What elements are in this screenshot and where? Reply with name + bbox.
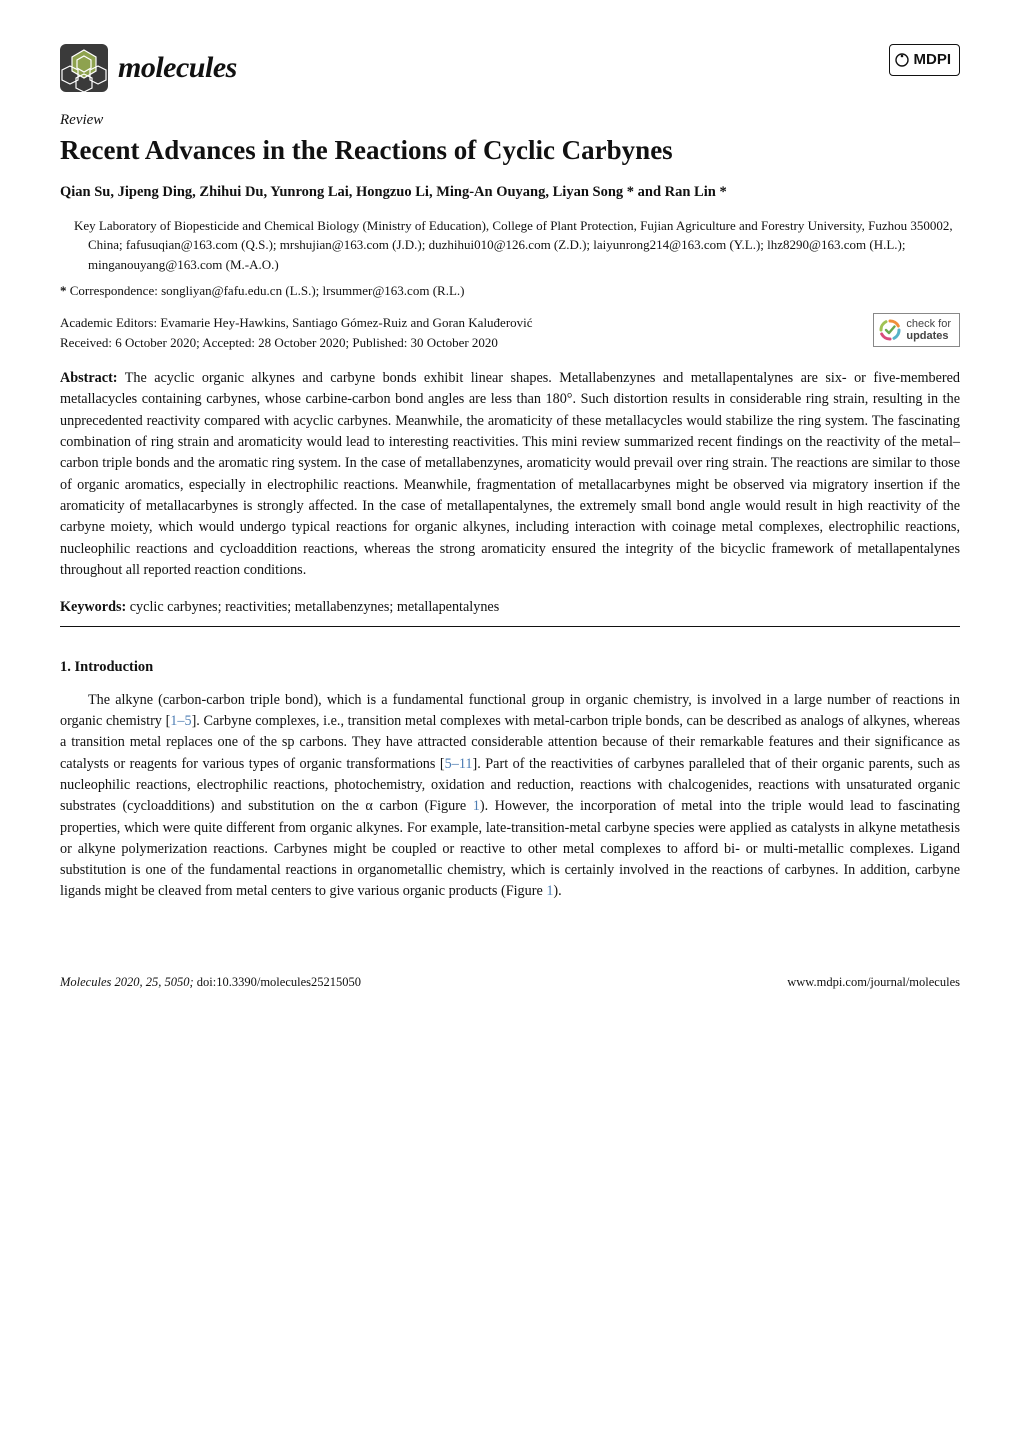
abstract: Abstract: The acyclic organic alkynes an… <box>60 368 960 581</box>
page-footer: Molecules 2020, 25, 5050; doi:10.3390/mo… <box>60 973 960 991</box>
academic-editors: Academic Editors: Evamarie Hey-Hawkins, … <box>60 313 861 333</box>
footer-left: Molecules 2020, 25, 5050; doi:10.3390/mo… <box>60 973 361 991</box>
keywords-text: cyclic carbynes; reactivities; metallabe… <box>130 599 500 615</box>
editors-dates-block: Academic Editors: Evamarie Hey-Hawkins, … <box>60 313 861 352</box>
pub-dates: Received: 6 October 2020; Accepted: 28 O… <box>60 333 861 353</box>
citation-link[interactable]: 5–11 <box>445 756 473 772</box>
check-for-updates-badge[interactable]: check for updates <box>873 313 960 347</box>
citation-link[interactable]: 1–5 <box>170 713 191 729</box>
body-text-e: ). <box>553 883 561 899</box>
check-updates-text: check for updates <box>906 318 951 342</box>
affiliations: Key Laboratory of Biopesticide and Chemi… <box>74 216 960 275</box>
publisher-name: MDPI <box>914 49 952 71</box>
article-type: Review <box>60 110 960 132</box>
divider <box>60 626 960 627</box>
figure-link[interactable]: 1 <box>473 798 480 814</box>
keywords-label: Keywords: <box>60 599 126 615</box>
footer-journal-vol: Molecules 2020, 25, 5050; <box>60 975 194 989</box>
correspondence-star: * <box>60 283 67 298</box>
editors-row: Academic Editors: Evamarie Hey-Hawkins, … <box>60 313 960 352</box>
check-updates-line1: check for <box>906 318 951 330</box>
article-title: Recent Advances in the Reactions of Cycl… <box>60 134 960 168</box>
keywords: Keywords: cyclic carbynes; reactivities;… <box>60 597 960 618</box>
footer-url[interactable]: www.mdpi.com/journal/molecules <box>787 973 960 991</box>
correspondence: * Correspondence: songliyan@fafu.edu.cn … <box>60 282 960 301</box>
abstract-text: The acyclic organic alkynes and carbyne … <box>60 370 960 578</box>
author-list: Qian Su, Jipeng Ding, Zhihui Du, Yunrong… <box>60 182 960 202</box>
publisher-logo: MDPI <box>889 44 961 76</box>
page-header: molecules MDPI <box>60 44 960 92</box>
footer-doi: doi:10.3390/molecules25215050 <box>197 975 361 989</box>
section-heading: 1. Introduction <box>60 657 960 678</box>
page-container: molecules MDPI Review Recent Advances in… <box>0 0 1020 1021</box>
check-updates-line2: updates <box>906 330 948 342</box>
correspondence-text: Correspondence: songliyan@fafu.edu.cn (L… <box>70 283 465 298</box>
abstract-label: Abstract: <box>60 370 118 386</box>
journal-name: molecules <box>118 46 237 90</box>
mdpi-circle-icon <box>894 52 910 68</box>
journal-logo-block: molecules <box>60 44 237 92</box>
molecules-icon <box>60 44 108 92</box>
intro-paragraph: The alkyne (carbon-carbon triple bond), … <box>60 690 960 903</box>
check-updates-icon <box>878 318 902 342</box>
